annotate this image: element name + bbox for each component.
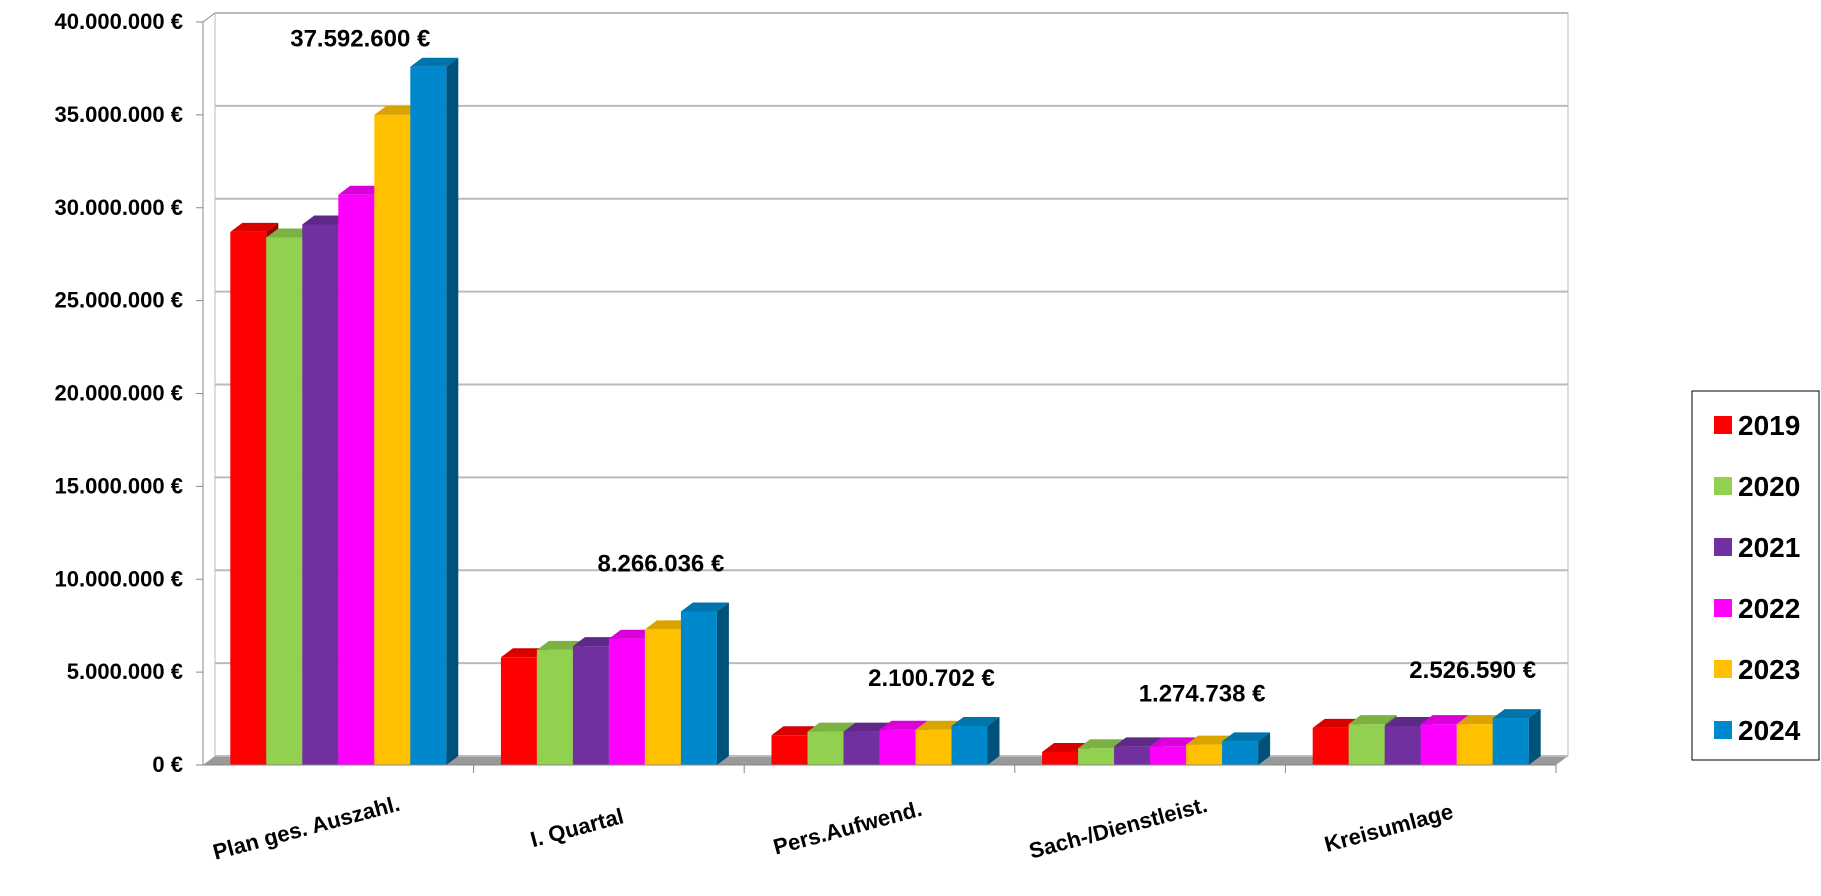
legend-swatch	[1714, 477, 1732, 495]
value-label: 1.274.738 €	[1139, 680, 1266, 707]
bar	[1150, 746, 1187, 765]
bar-side	[716, 602, 729, 765]
bar	[230, 231, 267, 765]
bar	[338, 194, 375, 765]
bar	[680, 611, 717, 765]
bar	[266, 237, 303, 766]
bar-top	[843, 722, 892, 732]
y-tick-label: 25.000.000 €	[55, 288, 183, 313]
x-tick-label: Sach-/Dienstleist.	[1026, 792, 1210, 864]
legend-label: 2022	[1738, 593, 1800, 624]
value-label: 2.100.702 €	[868, 665, 995, 692]
bar	[500, 657, 537, 765]
x-tick-label: Plan ges. Auszahl.	[210, 791, 402, 865]
bar	[1348, 724, 1385, 765]
legend-swatch	[1714, 538, 1732, 556]
y-tick-label: 40.000.000 €	[55, 9, 183, 34]
value-label: 8.266.036 €	[598, 550, 725, 577]
bar-top	[1078, 739, 1127, 749]
legend-swatch	[1714, 416, 1732, 434]
bar	[951, 725, 988, 765]
bar	[374, 114, 411, 765]
y-tick-label: 15.000.000 €	[55, 473, 183, 498]
bar-top	[1150, 737, 1199, 747]
bar	[1078, 748, 1115, 765]
bar	[771, 735, 808, 765]
bar-top	[410, 57, 459, 67]
bar	[644, 629, 681, 765]
bar	[1384, 725, 1421, 765]
bar	[1456, 724, 1493, 765]
bar	[915, 729, 952, 765]
y-tick-label: 0 €	[152, 752, 183, 777]
y-tick-label: 20.000.000 €	[55, 381, 183, 406]
y-tick-label: 5.000.000 €	[67, 659, 183, 684]
bar-side	[1528, 709, 1541, 765]
bar-top	[1114, 737, 1163, 747]
bar	[1042, 751, 1079, 765]
legend-box	[1691, 390, 1820, 761]
legend-label: 2020	[1738, 471, 1800, 502]
bar-side	[446, 57, 459, 765]
bar-side	[987, 716, 1000, 765]
y-tick-label: 10.000.000 €	[55, 566, 183, 591]
bar-top	[1348, 715, 1397, 725]
legend: 2019 2020 2021 2022 2023 2024	[1691, 390, 1820, 761]
bar-side	[1258, 732, 1271, 765]
bar-top	[1384, 716, 1433, 726]
legend-swatch	[1714, 599, 1732, 617]
x-tick-label: I. Quartal	[528, 803, 627, 852]
bar-top	[807, 722, 856, 732]
value-label: 2.526.590 €	[1409, 657, 1536, 684]
bar	[536, 649, 573, 765]
bar-top	[1222, 732, 1271, 742]
legend-label: 2024	[1738, 715, 1801, 746]
bar	[572, 646, 609, 765]
y-axis-depth	[202, 12, 216, 23]
bar-top	[230, 222, 279, 232]
bar	[1492, 718, 1529, 765]
bar	[1222, 741, 1259, 765]
value-label: 37.592.600 €	[290, 26, 430, 53]
bar-top	[1420, 715, 1469, 725]
bar	[807, 731, 844, 765]
bar-top	[879, 720, 928, 730]
bar	[608, 638, 645, 765]
bar-top	[680, 602, 729, 612]
y-tick-label: 30.000.000 €	[55, 195, 183, 220]
y-tick-label: 35.000.000 €	[55, 102, 183, 127]
legend-label: 2023	[1738, 654, 1800, 685]
bar	[879, 729, 916, 765]
bar	[410, 66, 447, 765]
bar	[1186, 744, 1223, 765]
bar	[843, 731, 880, 765]
bar-top	[1492, 709, 1541, 719]
bar	[302, 224, 339, 765]
bar	[1114, 746, 1151, 765]
legend-swatch	[1714, 721, 1732, 739]
bar	[1312, 727, 1349, 765]
x-tick-label: Pers.Aufwend.	[771, 796, 925, 860]
legend-label: 2021	[1738, 532, 1800, 563]
bar-top	[951, 716, 1000, 726]
legend-swatch	[1714, 660, 1732, 678]
x-tick-label: Kreisumlage	[1322, 799, 1456, 857]
bar	[1420, 724, 1457, 765]
legend-label: 2019	[1738, 410, 1800, 441]
